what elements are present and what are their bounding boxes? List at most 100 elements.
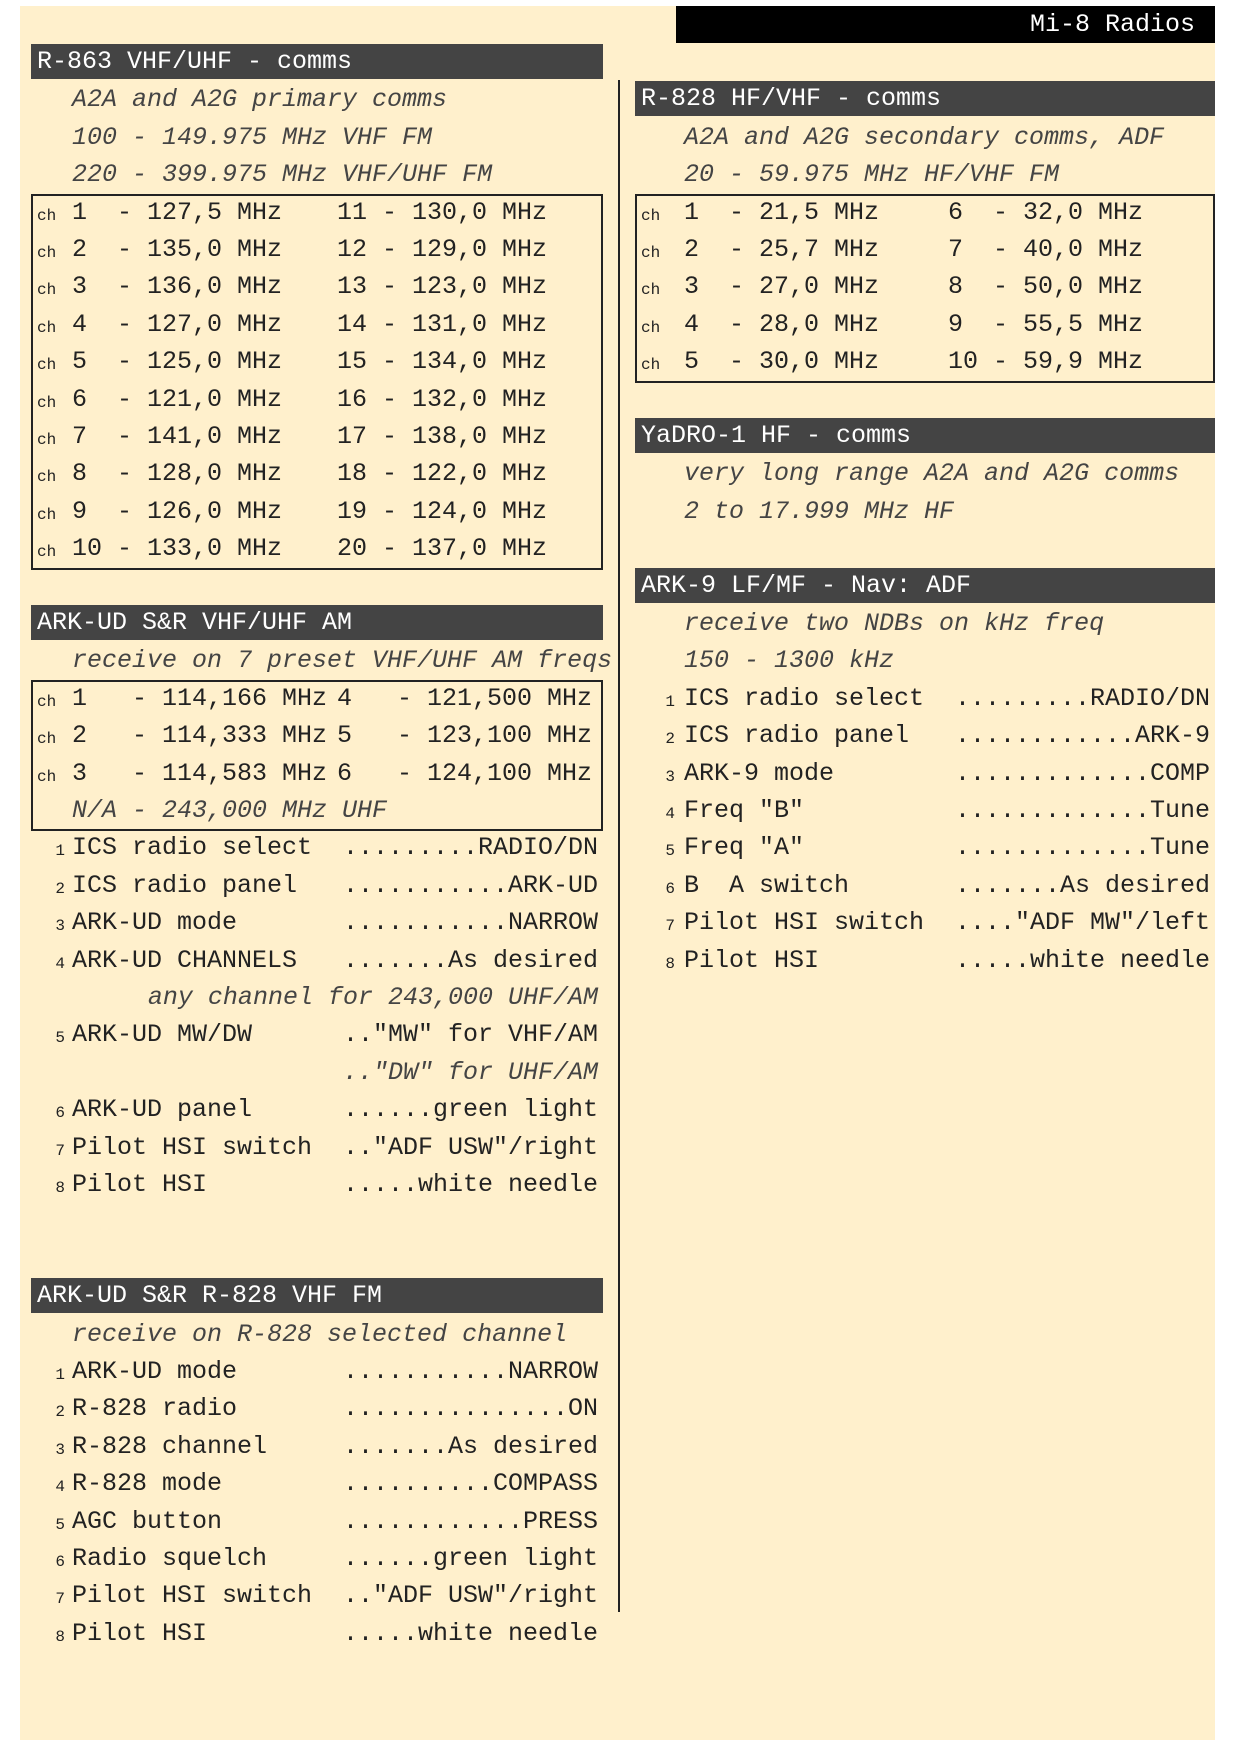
channel-entry: 2 - 135,0 MHz <box>72 235 283 264</box>
channel-prefix: ch <box>37 431 57 449</box>
channel-entry: 16 - 132,0 MHz <box>337 384 548 414</box>
channel-row: ch 9 - 126,0 MHz 19 - 124,0 MHz <box>31 493 603 530</box>
channel-entry: 4 - 121,500 MHz <box>337 683 593 713</box>
step-value: .............COMP <box>954 758 1210 788</box>
step-label: ARK-UD mode <box>72 1357 238 1386</box>
step-number: 2 <box>55 1403 65 1422</box>
step-value: .......As desired <box>342 1431 598 1461</box>
checklist-step: 2 ICS radio panel ...........ARK-UD <box>31 867 603 904</box>
title-bar: Mi-8 Radios <box>676 6 1215 43</box>
checklist-step: 8 Pilot HSI .....white needle <box>31 1615 603 1652</box>
step-value: ...........NARROW <box>342 1357 598 1386</box>
checklist-step: 7 Pilot HSI switch ...."ADF MW"/left <box>635 904 1215 941</box>
note-text: 100 - 149.975 MHz VHF FM <box>72 122 433 152</box>
section-note: A2A and A2G secondary comms, ADF <box>635 119 1215 156</box>
step-number: 5 <box>665 842 675 861</box>
step-number: 8 <box>665 954 675 973</box>
section-header: ARK-9 LF/MF - Nav: ADF <box>635 567 1215 603</box>
checklist-step: 3 R-828 channel .......As desired <box>31 1428 603 1465</box>
channel-entry: 19 - 124,0 MHz <box>337 496 548 526</box>
channel-row: ch 3 - 114,583 MHz 6 - 124,100 MHz <box>31 755 603 792</box>
step-value: .......As desired <box>954 870 1210 900</box>
channel-entry: 8 - 128,0 MHz <box>72 459 283 489</box>
channel-entry: 5 - 125,0 MHz <box>72 347 283 377</box>
channel-entry: 10 - 133,0 MHz <box>72 534 283 564</box>
step-label: ARK-9 mode <box>684 758 835 788</box>
checklist-step: 4 R-828 mode ..........COMPASS <box>31 1465 603 1502</box>
note-text: receive two NDBs on kHz freq <box>684 609 1105 638</box>
channel-row: ch 2 - 135,0 MHz 12 - 129,0 MHz <box>31 231 603 268</box>
channel-row: ch 4 - 127,0 MHz 14 - 131,0 MHz <box>31 306 603 343</box>
step-number: 1 <box>55 842 65 861</box>
step-note: any channel for 243,000 UHF/AM <box>31 979 603 1016</box>
checklist-step: 6 ARK-UD panel ......green light <box>31 1091 603 1128</box>
channel-entry: 3 - 136,0 MHz <box>72 272 283 302</box>
section-header: ARK-UD S&R VHF/UHF AM <box>31 605 603 640</box>
channel-row: ch 5 - 125,0 MHz 15 - 134,0 MHz <box>31 343 603 380</box>
section-note: receive two NDBs on kHz freq <box>635 605 1215 642</box>
step-value: ............PRESS <box>342 1506 598 1536</box>
step-label: Radio squelch <box>72 1544 268 1573</box>
step-label: Pilot HSI <box>684 945 820 975</box>
checklist-step: 6 B A switch .......As desired <box>635 867 1215 904</box>
section-note: A2A and A2G primary comms <box>31 81 603 118</box>
step-number: 3 <box>665 767 675 786</box>
step-label: ARK-UD panel <box>72 1095 253 1125</box>
page-title: Mi-8 Radios <box>1029 10 1195 39</box>
step-value: .....white needle <box>342 1618 598 1648</box>
step-label: ARK-UD mode <box>72 908 238 938</box>
step-value: ...............ON <box>342 1394 598 1424</box>
channel-prefix: ch <box>37 543 57 562</box>
checklist-step: 5 Freq "A" .............Tune <box>635 829 1215 866</box>
channel-entry: 5 - 30,0 MHz <box>684 347 880 377</box>
step-number: 3 <box>55 1440 65 1459</box>
step-label: Pilot HSI switch <box>72 1132 313 1162</box>
channel-prefix: ch <box>37 393 57 412</box>
step-value: .....white needle <box>342 1170 598 1199</box>
step-note-text: .."DW" for UHF/AM <box>342 1057 598 1087</box>
channel-entry: 6 - 124,100 MHz <box>337 758 593 788</box>
channel-prefix: ch <box>37 730 57 749</box>
step-value: .........RADIO/DN <box>342 833 598 863</box>
channel-entry: 12 - 129,0 MHz <box>337 235 548 264</box>
checklist-step: 1 ICS radio select .........RADIO/DN <box>31 829 603 866</box>
channel-entry: 5 - 123,100 MHz <box>337 721 593 751</box>
step-number: 4 <box>55 954 65 973</box>
channel-entry: 4 - 127,0 MHz <box>72 309 283 339</box>
step-value: .............Tune <box>954 796 1210 825</box>
step-value: ......green light <box>342 1095 598 1125</box>
channel-prefix: ch <box>641 206 661 225</box>
step-label: Pilot HSI <box>72 1170 208 1199</box>
section-note: 100 - 149.975 MHz VHF FM <box>31 119 603 156</box>
note-text: A2A and A2G secondary comms, ADF <box>684 122 1165 152</box>
channel-row: ch 5 - 30,0 MHz 10 - 59,9 MHz <box>635 343 1215 380</box>
section-note: 20 - 59.975 MHz HF/VHF FM <box>635 156 1215 193</box>
step-value: .."MW" for VHF/AM <box>342 1020 598 1050</box>
channel-row: ch 6 - 121,0 MHz 16 - 132,0 MHz <box>31 381 603 418</box>
checklist-step: 7 Pilot HSI switch .."ADF USW"/right <box>31 1577 603 1614</box>
section-note: very long range A2A and A2G comms <box>635 455 1215 492</box>
channel-entry: 6 - 32,0 MHz <box>948 197 1144 227</box>
step-value: .."ADF USW"/right <box>342 1581 598 1611</box>
step-label: ICS radio panel <box>684 721 910 751</box>
channel-row: ch 7 - 141,0 MHz 17 - 138,0 MHz <box>31 418 603 455</box>
note-text: 20 - 59.975 MHz HF/VHF FM <box>684 160 1060 190</box>
checklist-step: 1 ARK-UD mode ...........NARROW <box>31 1353 603 1390</box>
note-text: 220 - 399.975 MHz VHF/UHF FM <box>72 160 493 190</box>
channel-entry: 10 - 59,9 MHz <box>948 347 1144 377</box>
step-label: R-828 channel <box>72 1431 268 1461</box>
channel-row: ch 1 - 127,5 MHz 11 - 130,0 MHz <box>31 194 603 231</box>
step-number: 8 <box>55 1179 65 1197</box>
note-text: A2A and A2G primary comms <box>72 85 448 115</box>
channel-prefix: ch <box>641 356 661 375</box>
step-value: ............ARK-9 <box>954 721 1210 751</box>
channel-prefix: ch <box>37 692 57 711</box>
channel-entry: 2 - 114,333 MHz <box>72 721 328 751</box>
step-number: 7 <box>665 917 675 936</box>
checklist-step: 8 Pilot HSI .....white needle <box>31 1166 603 1203</box>
note-text: 150 - 1300 kHz <box>684 646 895 676</box>
note-text: receive on 7 preset VHF/UHF AM freqs <box>72 646 613 676</box>
channel-table <box>635 193 1215 383</box>
checklist-step: 4 ARK-UD CHANNELS .......As desired <box>31 942 603 979</box>
channel-entry: 1 - 114,166 MHz <box>72 683 328 713</box>
